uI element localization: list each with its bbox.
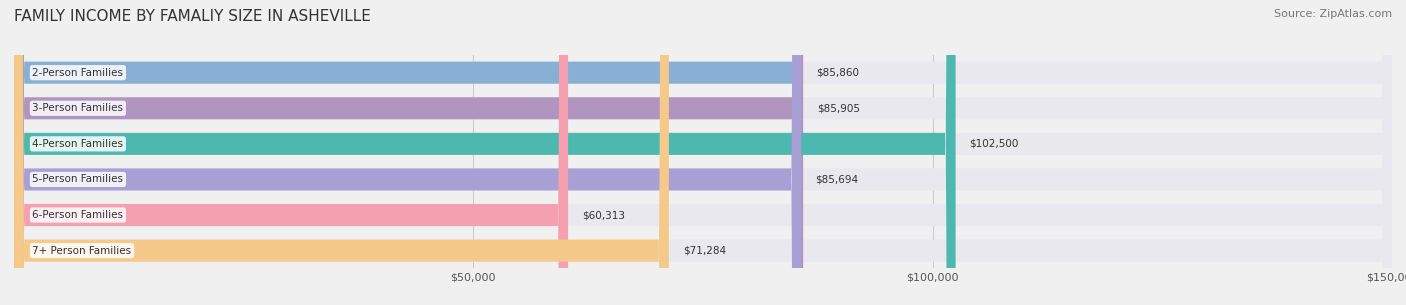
Text: FAMILY INCOME BY FAMALIY SIZE IN ASHEVILLE: FAMILY INCOME BY FAMALIY SIZE IN ASHEVIL… [14,9,371,24]
Text: $85,694: $85,694 [815,174,858,185]
Text: 7+ Person Families: 7+ Person Families [32,246,132,256]
FancyBboxPatch shape [14,0,1392,305]
FancyBboxPatch shape [14,0,669,305]
Text: 6-Person Families: 6-Person Families [32,210,124,220]
Text: $85,860: $85,860 [817,68,859,78]
Text: 5-Person Families: 5-Person Families [32,174,124,185]
FancyBboxPatch shape [14,0,1392,305]
FancyBboxPatch shape [14,0,1392,305]
Text: Source: ZipAtlas.com: Source: ZipAtlas.com [1274,9,1392,19]
FancyBboxPatch shape [14,0,568,305]
FancyBboxPatch shape [14,0,1392,305]
Text: $102,500: $102,500 [969,139,1019,149]
Text: 4-Person Families: 4-Person Families [32,139,124,149]
FancyBboxPatch shape [14,0,801,305]
FancyBboxPatch shape [14,0,1392,305]
FancyBboxPatch shape [14,0,1392,305]
Text: $60,313: $60,313 [582,210,624,220]
FancyBboxPatch shape [14,0,803,305]
FancyBboxPatch shape [14,0,803,305]
Text: 2-Person Families: 2-Person Families [32,68,124,78]
Text: $85,905: $85,905 [817,103,860,113]
Text: $71,284: $71,284 [683,246,725,256]
Text: 3-Person Families: 3-Person Families [32,103,124,113]
FancyBboxPatch shape [14,0,956,305]
